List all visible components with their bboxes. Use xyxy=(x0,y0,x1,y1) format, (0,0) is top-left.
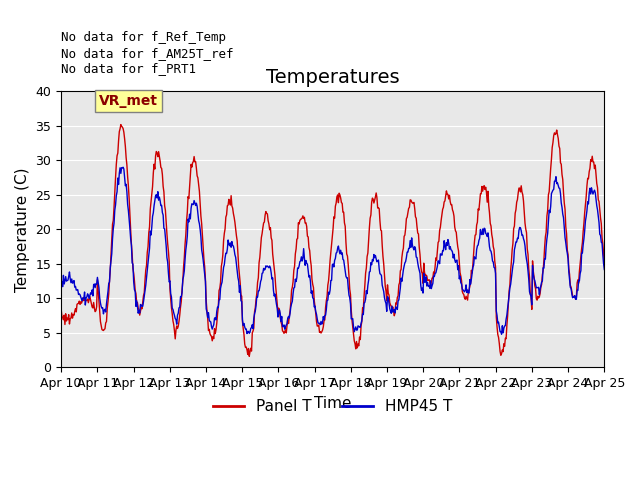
HMP45 T xyxy=(179,277,187,283)
Panel T xyxy=(400,233,408,239)
HMP45 T xyxy=(498,331,506,337)
Panel T xyxy=(245,353,253,359)
HMP45 T xyxy=(600,267,608,273)
Legend: Panel T, HMP45 T: Panel T, HMP45 T xyxy=(207,393,458,420)
Text: No data for f_AM25T_ref: No data for f_AM25T_ref xyxy=(61,47,234,60)
Line: HMP45 T: HMP45 T xyxy=(61,167,604,334)
Panel T xyxy=(124,174,131,180)
Panel T xyxy=(179,279,187,285)
HMP45 T xyxy=(67,280,75,286)
Panel T xyxy=(416,252,424,257)
Text: VR_met: VR_met xyxy=(99,94,158,108)
Panel T xyxy=(67,315,75,321)
Panel T xyxy=(58,306,65,312)
Title: Temperatures: Temperatures xyxy=(266,68,399,87)
HMP45 T xyxy=(415,267,423,273)
Text: No data for f_Ref_Temp: No data for f_Ref_Temp xyxy=(61,31,226,44)
HMP45 T xyxy=(399,267,407,273)
Panel T xyxy=(600,260,608,266)
Panel T xyxy=(117,122,125,128)
Panel T xyxy=(207,334,215,339)
HMP45 T xyxy=(58,281,65,287)
Y-axis label: Temperature (C): Temperature (C) xyxy=(15,167,30,291)
Text: No data for f_PRT1: No data for f_PRT1 xyxy=(61,62,196,75)
Line: Panel T: Panel T xyxy=(61,125,604,356)
X-axis label: Time: Time xyxy=(314,396,351,410)
HMP45 T xyxy=(124,202,131,207)
HMP45 T xyxy=(207,324,215,329)
HMP45 T xyxy=(119,164,127,170)
